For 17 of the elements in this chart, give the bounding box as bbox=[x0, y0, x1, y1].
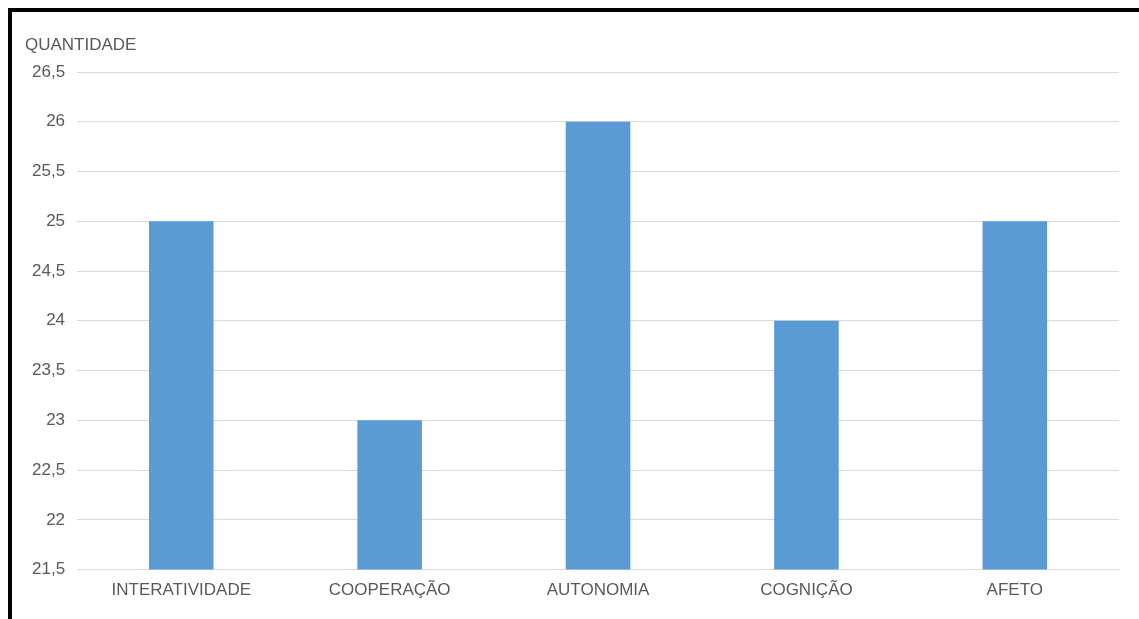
y-tick-label: 21,5 bbox=[31, 559, 66, 579]
x-tick-label: AFETO bbox=[986, 580, 1043, 600]
y-tick-label: 24 bbox=[46, 310, 66, 330]
x-tick-label: INTERATIVIDADE bbox=[111, 580, 252, 600]
y-axis-title: QUANTIDADE bbox=[25, 34, 137, 54]
x-tick-label: AUTONOMIA bbox=[546, 580, 651, 600]
y-tick-label: 26,5 bbox=[31, 61, 66, 81]
x-tick-label: COOPERAÇÃO bbox=[328, 580, 451, 600]
y-tick-label: 23,5 bbox=[31, 360, 66, 380]
y-tick-label: 26 bbox=[46, 111, 66, 131]
y-tick-label: 25,5 bbox=[31, 161, 66, 181]
y-tick-label: 25 bbox=[46, 210, 66, 230]
y-tick-label: 22,5 bbox=[31, 459, 66, 479]
y-tick-label: 22 bbox=[46, 509, 66, 529]
y-tick-label: 23 bbox=[46, 410, 66, 430]
y-tick-label: 24,5 bbox=[31, 260, 66, 280]
x-tick-label: COGNIÇÃO bbox=[760, 580, 853, 600]
